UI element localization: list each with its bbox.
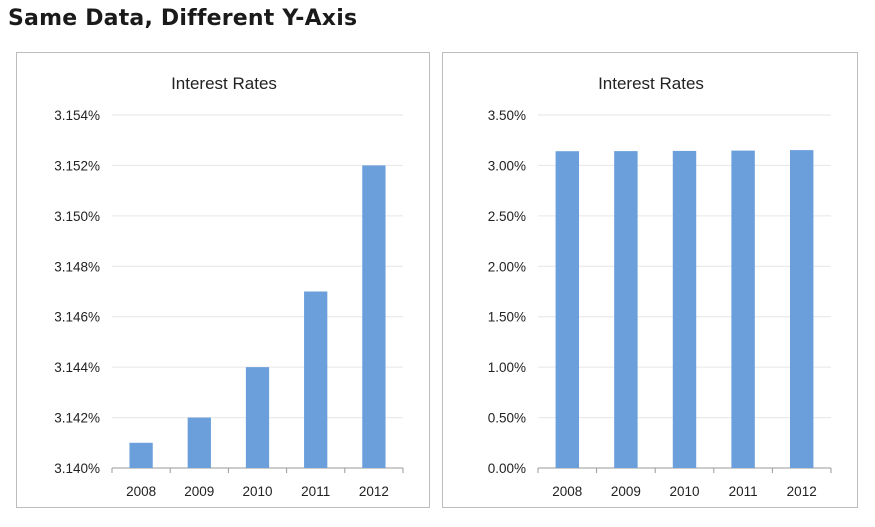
left-x-tick-label: 2008 [126,484,156,499]
right-bar-2008 [555,151,580,469]
right-y-tick-label: 0.50% [488,411,526,426]
chart-panel-right: Interest Rates 0.00% 0.50% 1.00% 1.50% 2.00% 2… [442,52,858,508]
left-y-tick-label: 3.148% [54,259,100,274]
right-y-tick-label: 1.50% [488,310,526,325]
left-bar-2008 [129,442,153,468]
right-y-tick-label: 2.50% [488,209,526,224]
right-chart-title: Interest Rates [598,74,704,93]
right-y-tick-label: 2.00% [488,259,526,274]
right-y-tick-label: 1.00% [488,360,526,375]
left-chart-title: Interest Rates [171,74,277,93]
right-x-tick-label: 2012 [787,484,817,499]
chart-left-svg: Interest Rates 3.140% 3.142% 3.144% 3.146% 3.… [54,74,404,499]
right-x-tick-label: 2011 [729,484,758,499]
right-y-tick-label: 3.50% [488,108,526,123]
right-bar-2012 [789,150,814,468]
right-y-tick-label: 3.00% [488,158,526,173]
right-bar-2011 [731,150,755,468]
right-bar-2010 [672,150,697,468]
left-x-tick-label: 2010 [242,484,272,499]
page-title: Same Data, Different Y-Axis [8,6,358,31]
left-y-tick-label: 3.154% [54,108,100,123]
left-bar-2009 [187,417,211,468]
right-y-tick-label: 0.00% [488,461,526,476]
left-x-tick-label: 2009 [184,484,214,499]
left-y-tick-label: 3.152% [54,158,100,173]
right-x-tick-label: 2009 [611,484,641,499]
right-bar-2009 [614,151,638,468]
left-y-tick-label: 3.146% [54,310,100,325]
chart-right-svg: Interest Rates 0.00% 0.50% 1.00% 1.50% 2.00% 2… [488,74,832,499]
left-bar-2011 [304,291,328,468]
right-x-tick-label: 2010 [669,484,699,499]
left-x-tick-label: 2011 [301,484,330,499]
left-x-tick-label: 2012 [359,484,389,499]
chart-panel-left: Interest Rates 3.140% 3.142% 3.144% 3.146% 3.… [16,52,430,508]
right-x-tick-label: 2008 [552,484,582,499]
left-y-tick-label: 3.142% [54,411,100,426]
left-bar-2012 [362,165,386,468]
left-y-tick-label: 3.140% [54,461,100,476]
left-y-tick-label: 3.150% [54,209,100,224]
left-y-tick-label: 3.144% [54,360,100,375]
left-bar-2010 [245,367,270,468]
